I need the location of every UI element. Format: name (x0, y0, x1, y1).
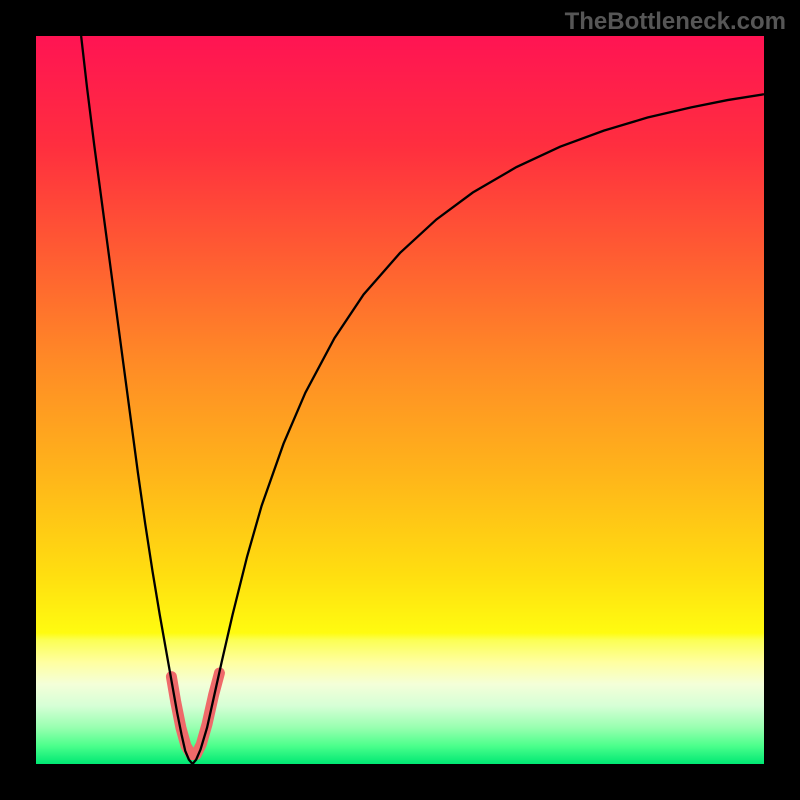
canvas: TheBottleneck.com (0, 0, 800, 800)
plot-area (36, 36, 764, 764)
plot-background (36, 36, 764, 764)
plot-svg (36, 36, 764, 764)
watermark-text: TheBottleneck.com (565, 8, 786, 36)
